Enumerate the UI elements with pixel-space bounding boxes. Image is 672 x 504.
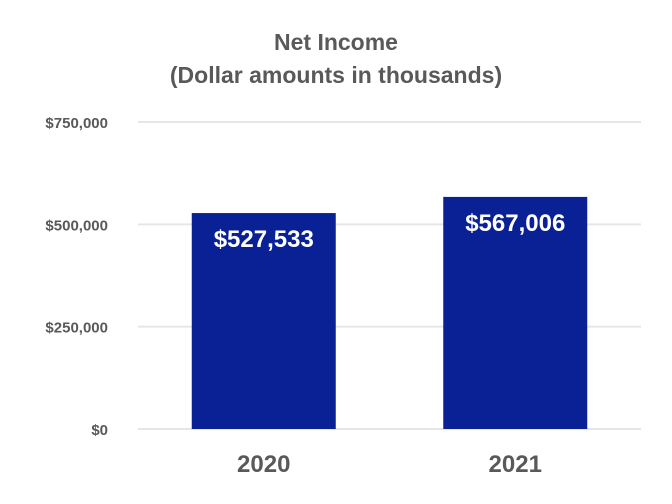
data-label: $567,006 [465,210,565,237]
bar [191,213,336,429]
y-tick-label: $0 [91,422,108,439]
bar [443,196,588,429]
x-tick-label: 2020 [237,451,290,478]
y-tick-label: $750,000 [45,115,108,132]
x-tick-label: 2021 [489,451,542,478]
y-tick-label: $250,000 [45,320,108,337]
bars: $527,533 $567,006 [191,196,588,429]
chart-subtitle: (Dollar amounts in thousands) [169,62,503,88]
chart-title: Net Income [274,29,398,55]
x-axis-tick-labels: 2020 2021 [237,451,542,478]
y-axis-tick-labels: $0 $250,000 $500,000 $750,000 [45,115,108,439]
data-label: $527,533 [214,226,314,253]
y-tick-label: $500,000 [45,217,108,234]
